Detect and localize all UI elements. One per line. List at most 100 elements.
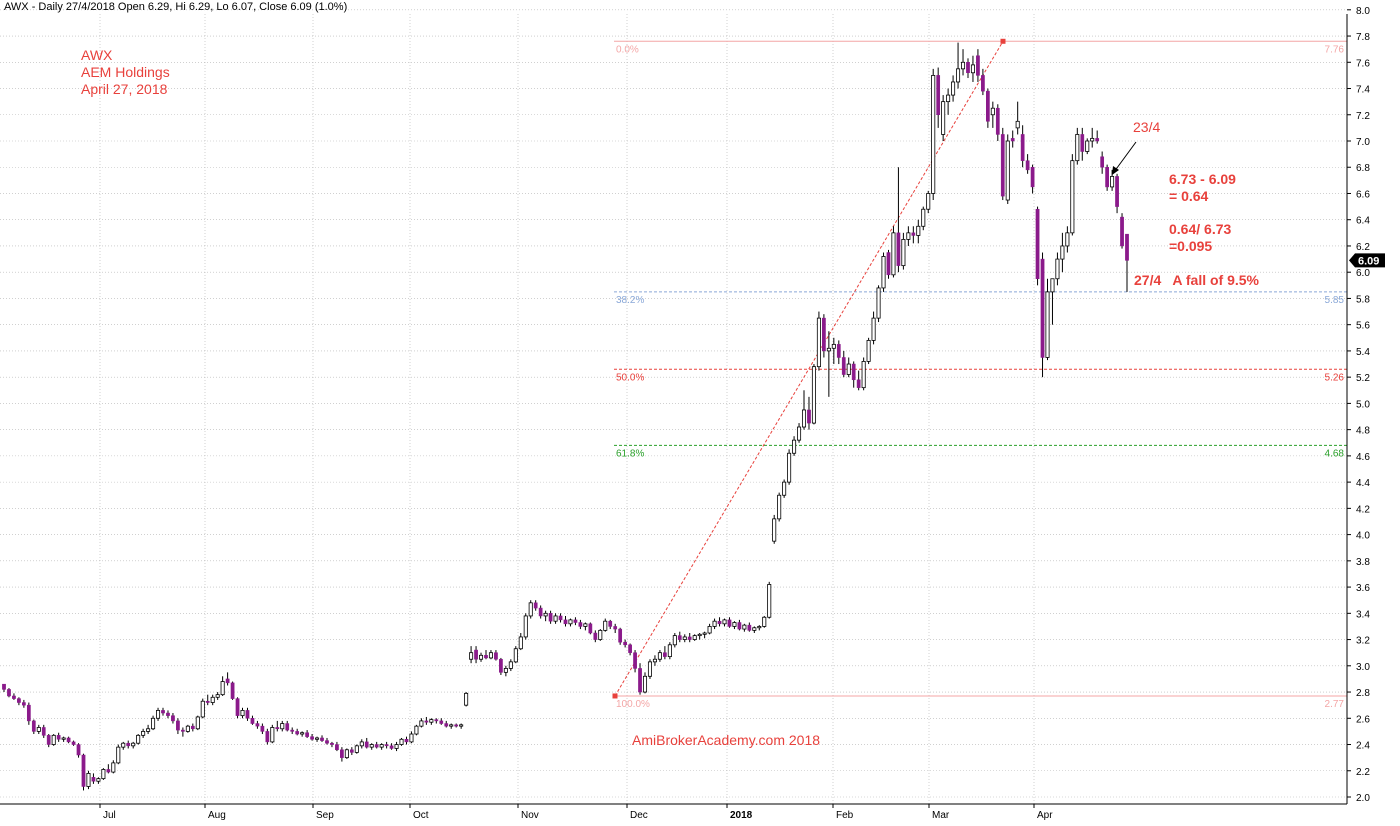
candle xyxy=(981,68,985,96)
candle xyxy=(652,655,657,666)
candle xyxy=(508,659,513,672)
candle-body-up xyxy=(1050,278,1055,293)
candle xyxy=(330,741,334,748)
candle xyxy=(777,492,782,522)
candle xyxy=(275,720,280,732)
candle xyxy=(941,95,946,141)
candle xyxy=(563,615,568,627)
candle xyxy=(841,350,846,378)
candle-body-down xyxy=(389,745,394,749)
candle xyxy=(543,610,548,622)
candle-body-down xyxy=(986,90,990,122)
candle-body-up xyxy=(667,644,672,658)
y-tick-label: 3.0 xyxy=(1356,662,1370,673)
candle-body-down xyxy=(613,626,618,630)
candle xyxy=(36,724,41,735)
candle xyxy=(230,681,235,700)
candle-body-up xyxy=(146,728,151,732)
candle xyxy=(91,773,96,784)
y-tick-label: 8.0 xyxy=(1356,6,1370,17)
last-price-tag xyxy=(1349,253,1385,268)
candle xyxy=(315,736,320,742)
candle xyxy=(538,605,543,619)
candle xyxy=(1040,252,1045,378)
candle xyxy=(767,581,772,619)
candle xyxy=(26,702,31,725)
candle-body-down xyxy=(548,613,553,622)
candle-body-up xyxy=(692,635,697,640)
candle-body-up xyxy=(652,658,657,663)
candle-body-down xyxy=(91,777,96,782)
candle-body-up xyxy=(399,738,404,745)
candle xyxy=(320,735,324,742)
candle-body-up xyxy=(136,734,141,744)
candle-body-down xyxy=(573,619,578,623)
x-tick-label: Dec xyxy=(630,810,648,821)
candle xyxy=(672,633,677,648)
candle-body-down xyxy=(235,698,240,716)
candle-body-down xyxy=(886,252,891,276)
candle xyxy=(340,747,344,762)
candle xyxy=(354,744,359,754)
candle-body-down xyxy=(81,754,86,787)
candle-body-up xyxy=(598,629,603,640)
candle-body-down xyxy=(424,720,429,723)
candle-body-up xyxy=(1110,176,1115,188)
candle xyxy=(240,707,245,719)
candle-body-down xyxy=(474,649,478,660)
candle-body-up xyxy=(449,724,454,727)
candle-body-down xyxy=(936,75,941,116)
candle-body-up xyxy=(131,742,136,747)
candle xyxy=(404,736,409,745)
candle xyxy=(891,226,896,278)
candle-body-down xyxy=(310,736,314,740)
candle-body-up xyxy=(762,616,767,627)
candle xyxy=(1110,169,1115,191)
candle-body-down xyxy=(17,698,21,703)
candle xyxy=(56,732,61,742)
candle-body-down xyxy=(687,636,692,640)
candle xyxy=(663,646,667,660)
candle xyxy=(911,226,916,244)
candle-body-down xyxy=(717,620,722,625)
candle xyxy=(136,734,141,745)
candle xyxy=(1085,138,1090,155)
candle-body-up xyxy=(732,622,737,627)
candle xyxy=(7,688,11,698)
candle xyxy=(692,634,697,641)
candle-body-up xyxy=(647,661,652,677)
candle xyxy=(712,618,717,630)
y-tick-label: 7.2 xyxy=(1356,111,1370,122)
candle xyxy=(310,734,314,741)
candle-body-down xyxy=(841,357,846,375)
candle xyxy=(1115,173,1119,214)
candle-body-up xyxy=(479,654,484,660)
y-tick-label: 7.4 xyxy=(1356,85,1370,96)
candle-body-up xyxy=(946,94,951,103)
candle-body-up xyxy=(672,635,677,646)
candle xyxy=(156,707,161,721)
candle xyxy=(12,693,16,700)
annotation-date: April 27, 2018 xyxy=(81,81,168,97)
annotation-arrow-line xyxy=(1113,141,1137,173)
last-price-label: 6.09 xyxy=(1358,255,1379,267)
candle xyxy=(61,736,66,742)
candle xyxy=(106,764,111,774)
candle xyxy=(1105,164,1109,191)
x-tick-label: Oct xyxy=(413,810,429,821)
candle xyxy=(250,715,255,725)
candle xyxy=(210,694,215,706)
candle xyxy=(831,337,836,365)
candle-body-up xyxy=(553,615,558,622)
candle-body-down xyxy=(1025,160,1030,171)
candle-body-down xyxy=(807,409,811,424)
candle-body-down xyxy=(677,635,682,640)
annotation-fall-label: 27/4 A fall of 9.5% xyxy=(1134,272,1260,288)
candle xyxy=(76,743,81,758)
candle-body-up xyxy=(603,620,608,631)
candle-body-down xyxy=(563,619,568,625)
candle-body-down xyxy=(190,725,195,730)
candle-body-down xyxy=(1035,208,1040,280)
candle xyxy=(200,698,205,719)
fib-value-label: 5.26 xyxy=(1325,372,1345,383)
